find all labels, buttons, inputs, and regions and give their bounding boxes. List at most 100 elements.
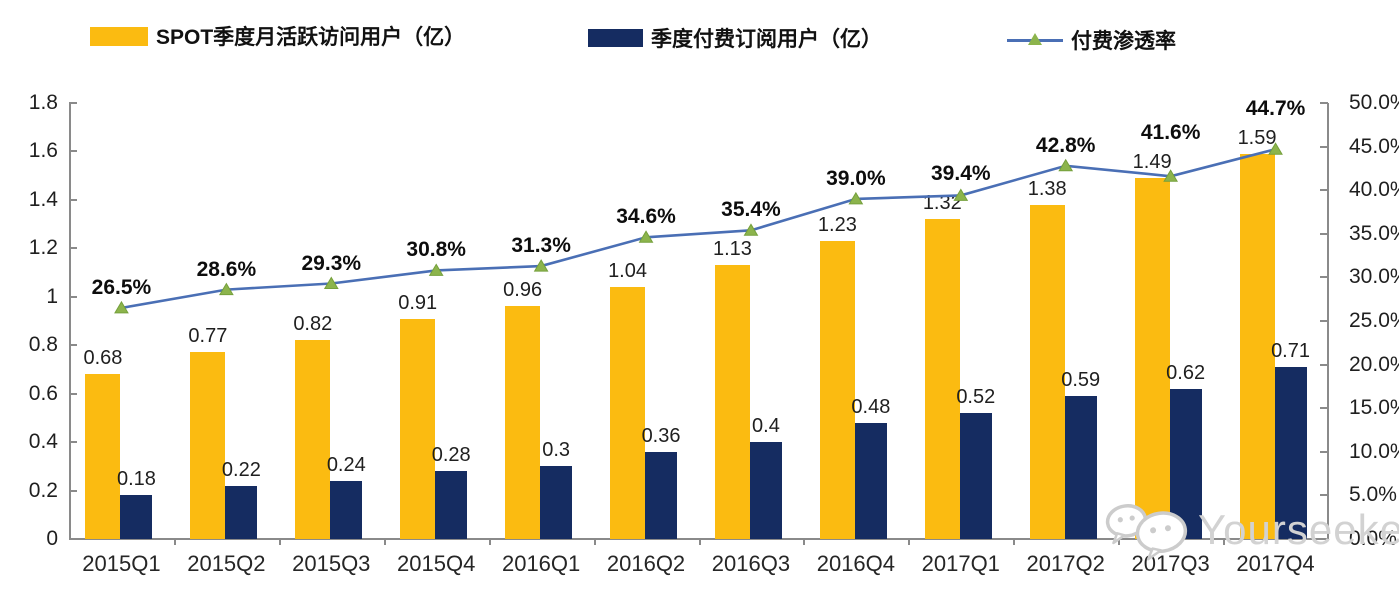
bar-mau bbox=[924, 219, 960, 539]
right-axis-tick bbox=[1320, 538, 1328, 540]
bar-label-subscribers: 0.3 bbox=[542, 439, 571, 462]
bar-subscribers bbox=[1064, 396, 1097, 539]
bar-label-mau: 1.49 bbox=[1132, 151, 1172, 174]
bar-label-mau: 1.38 bbox=[1027, 177, 1067, 200]
x-axis-category-label: 2015Q4 bbox=[397, 551, 476, 576]
x-axis-category-label: 2016Q3 bbox=[711, 551, 791, 576]
bar-subscribers bbox=[959, 413, 992, 539]
bar-mau bbox=[1029, 204, 1065, 539]
penetration-label: 39.0% bbox=[826, 166, 886, 190]
bar-mau bbox=[85, 374, 121, 539]
bar-mau bbox=[714, 265, 750, 539]
right-axis-tick bbox=[1320, 494, 1328, 497]
legend-swatch-mau bbox=[90, 26, 148, 46]
bar-subscribers bbox=[120, 495, 153, 539]
bar-label-mau: 1.04 bbox=[608, 260, 647, 283]
bar-mau bbox=[1239, 153, 1275, 539]
triangle-marker-icon bbox=[1058, 158, 1074, 172]
x-axis-tick bbox=[278, 539, 281, 545]
triangle-marker-icon bbox=[1163, 169, 1179, 182]
x-axis-tick bbox=[593, 539, 596, 545]
left-axis-tick-label: 0.8 bbox=[28, 333, 58, 357]
bar-label-mau: 0.96 bbox=[503, 279, 543, 302]
right-axis-tick bbox=[1320, 320, 1328, 322]
penetration-label: 30.8% bbox=[406, 238, 466, 262]
legend-item-mau: SPOT季度月活跃访问用户（亿） bbox=[90, 21, 465, 51]
bar-mau bbox=[190, 352, 226, 539]
legend-item-subscribers: 季度付费订阅用户（亿） bbox=[588, 23, 882, 53]
right-axis-tick bbox=[1320, 102, 1328, 104]
left-axis-tick-label: 1.8 bbox=[28, 91, 58, 114]
left-axis-tick bbox=[69, 441, 77, 444]
bar-label-mau: 1.32 bbox=[922, 192, 962, 215]
left-axis-tick bbox=[69, 392, 77, 395]
legend-line-marker bbox=[1007, 32, 1063, 48]
bar-subscribers bbox=[645, 451, 678, 539]
bar-subscribers bbox=[749, 442, 782, 539]
bar-label-subscribers: 0.22 bbox=[221, 458, 261, 481]
legend-label-penetration: 付费渗透率 bbox=[1071, 30, 1176, 53]
x-axis-tick bbox=[173, 539, 176, 545]
right-axis-tick-label: 50.0% bbox=[1349, 91, 1399, 114]
left-axis-tick-label: 1.2 bbox=[28, 236, 58, 260]
bar-subscribers bbox=[1274, 367, 1307, 539]
right-axis-tick bbox=[1320, 232, 1328, 235]
right-axis-tick-label: 30.0% bbox=[1349, 265, 1399, 289]
penetration-label: 26.5% bbox=[91, 275, 152, 299]
right-axis-tick-label: 20.0% bbox=[1349, 352, 1399, 376]
bar-label-subscribers: 0.48 bbox=[851, 395, 891, 418]
bar-label-subscribers: 0.59 bbox=[1061, 369, 1101, 392]
left-axis-tick bbox=[69, 538, 77, 540]
legend-label-subscribers: 季度付费订阅用户（亿） bbox=[651, 28, 882, 51]
bar-label-mau: 1.59 bbox=[1237, 126, 1277, 149]
left-axis-line bbox=[69, 103, 71, 539]
bar-subscribers bbox=[854, 422, 887, 539]
bar-label-mau: 0.91 bbox=[398, 291, 438, 314]
triangle-marker-icon bbox=[638, 230, 654, 243]
bar-label-mau: 0.77 bbox=[188, 325, 228, 348]
triangle-marker-icon bbox=[533, 259, 549, 272]
left-axis-tick bbox=[69, 295, 77, 298]
legend-triangle-marker-icon bbox=[1028, 33, 1042, 45]
bar-label-mau: 0.68 bbox=[83, 347, 123, 370]
right-axis-tick-label: 35.0% bbox=[1349, 221, 1399, 245]
penetration-label: 35.4% bbox=[721, 198, 781, 222]
penetration-label: 44.7% bbox=[1245, 96, 1306, 120]
right-axis-tick-label: 0.0% bbox=[1349, 527, 1397, 550]
triangle-marker-icon bbox=[428, 263, 444, 276]
left-axis-tick bbox=[69, 198, 77, 201]
left-axis-tick bbox=[69, 247, 77, 250]
x-axis-tick bbox=[488, 539, 491, 545]
bar-label-subscribers: 0.24 bbox=[326, 453, 366, 476]
bar-label-subscribers: 0.4 bbox=[752, 415, 780, 438]
bar-subscribers bbox=[225, 485, 258, 539]
x-axis-tick bbox=[1013, 539, 1016, 545]
left-axis-tick-label: 0.4 bbox=[28, 430, 58, 454]
bar-subscribers bbox=[330, 480, 363, 539]
right-axis-tick bbox=[1320, 450, 1328, 453]
triangle-marker-icon bbox=[848, 191, 864, 205]
x-axis-category-label: 2015Q3 bbox=[292, 551, 371, 576]
right-axis-tick bbox=[1320, 189, 1328, 192]
x-axis-category-label: 2015Q1 bbox=[82, 551, 161, 576]
left-axis-tick bbox=[69, 150, 77, 153]
right-axis-tick bbox=[1320, 276, 1328, 279]
triangle-marker-icon bbox=[953, 188, 969, 201]
bar-mau bbox=[295, 340, 331, 539]
bar-label-mau: 1.13 bbox=[712, 238, 752, 261]
penetration-label: 34.6% bbox=[616, 205, 676, 229]
left-axis-tick-label: 1.4 bbox=[28, 187, 58, 211]
right-axis-tick bbox=[1320, 145, 1328, 148]
left-axis-tick-label: 0 bbox=[46, 527, 58, 550]
x-axis-category-label: 2016Q4 bbox=[816, 551, 896, 576]
bar-label-subscribers: 0.18 bbox=[116, 468, 156, 491]
triangle-marker-icon bbox=[743, 223, 759, 236]
right-axis-tick-label: 40.0% bbox=[1349, 178, 1399, 202]
left-axis-tick-label: 1 bbox=[46, 284, 58, 308]
bar-label-subscribers: 0.71 bbox=[1271, 340, 1310, 363]
bar-mau bbox=[610, 287, 646, 539]
bar-label-subscribers: 0.62 bbox=[1166, 361, 1206, 384]
x-axis-category-label: 2016Q2 bbox=[606, 551, 686, 576]
right-axis-tick-label: 15.0% bbox=[1349, 396, 1399, 420]
